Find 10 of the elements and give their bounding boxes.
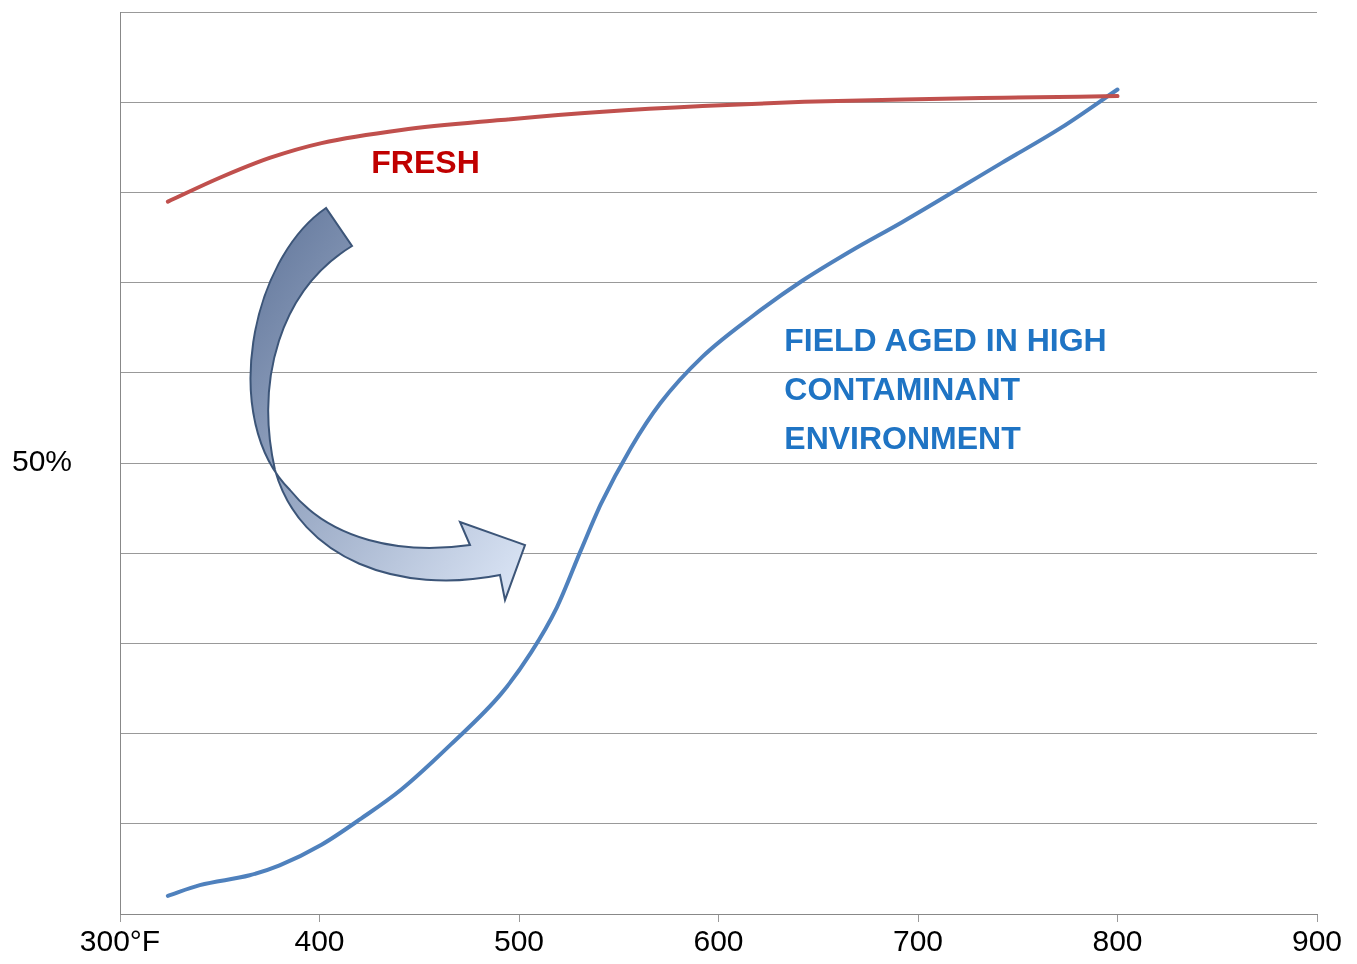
x-tick-label: 300°F (79, 924, 161, 958)
x-tick-label: 500 (493, 924, 545, 958)
x-tick-label: 600 (693, 924, 744, 958)
x-tick-label: 400 (294, 924, 345, 958)
series-label: FRESH (371, 143, 480, 180)
series-label: FIELD AGED IN HIGH CONTAMINANT ENVIRONMENT (784, 321, 1107, 456)
x-tick-label: 900 (1291, 924, 1343, 958)
text: 50% (12, 444, 73, 478)
x-tick-label: 800 (1092, 924, 1143, 958)
x-tick-label: 700 (892, 924, 944, 958)
